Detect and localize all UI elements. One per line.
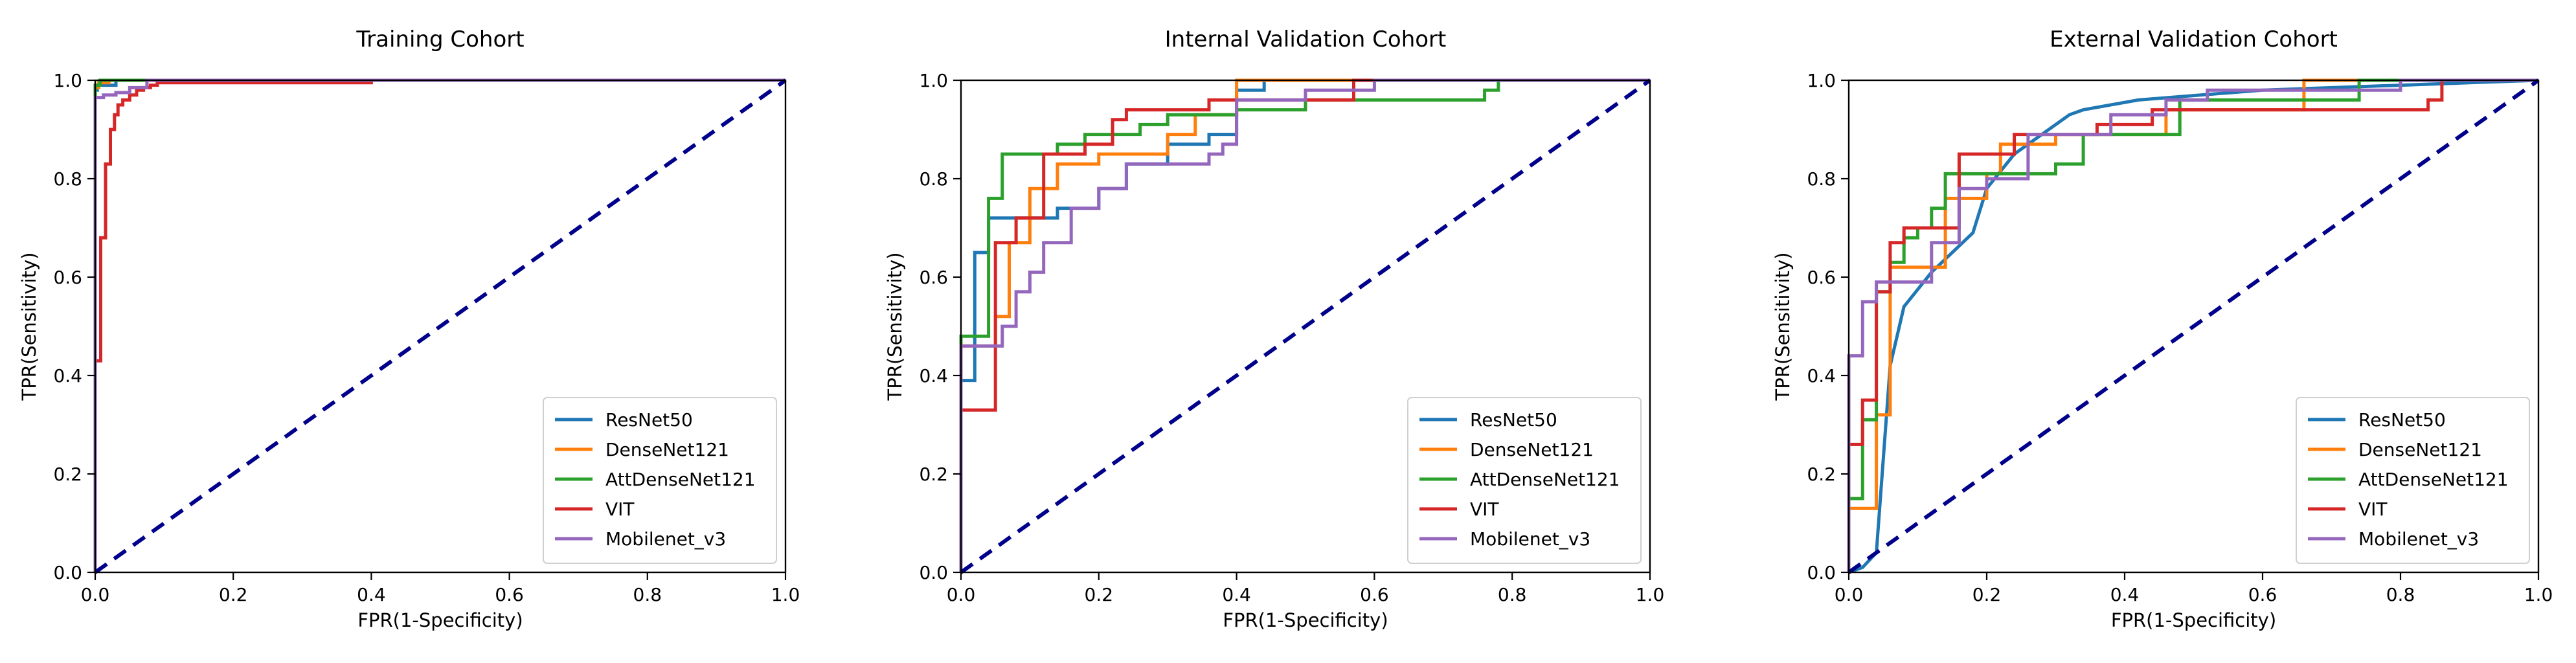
legend-box — [2296, 397, 2530, 564]
legend-label: AttDenseNet121 — [2358, 469, 2509, 490]
chart-title: Training Cohort — [356, 27, 524, 52]
y-tick-label: 0.4 — [919, 365, 948, 387]
y-axis-label: TPR(Sensitivity) — [884, 253, 906, 401]
x-tick-label: 0.6 — [2248, 584, 2277, 605]
series-group — [1847, 78, 2539, 574]
roc-line-vit — [93, 78, 785, 572]
legend-label: DenseNet121 — [605, 439, 729, 460]
y-tick-label: 0.2 — [1807, 464, 1836, 485]
legend-label: AttDenseNet121 — [1470, 469, 1620, 490]
legend-label: ResNet50 — [2358, 409, 2446, 431]
legend-label: VIT — [2358, 499, 2388, 520]
x-tick-label: 0.8 — [2386, 584, 2415, 605]
legend-box — [543, 397, 777, 564]
x-tick-label: 0.0 — [947, 584, 976, 605]
y-tick-label: 0.8 — [53, 168, 82, 190]
x-tick-label: 0.4 — [1222, 584, 1251, 605]
chance-diagonal-line — [1847, 78, 2540, 574]
x-tick-label: 0.8 — [1498, 584, 1527, 605]
legend-label: DenseNet121 — [2358, 439, 2482, 460]
roc-line-resnet50 — [1848, 78, 2539, 574]
chart-title: External Validation Cohort — [2050, 27, 2338, 52]
x-axis-label: FPR(1-Specificity) — [1223, 609, 1388, 631]
legend: ResNet50 DenseNet121 AttDenseNet121 VIT Mobi… — [2296, 397, 2530, 564]
y-tick-label: 0.4 — [53, 365, 82, 387]
x-tick-label: 1.0 — [771, 584, 800, 605]
x-axis-label: FPR(1-Specificity) — [357, 609, 523, 631]
roc-line-vit — [959, 78, 1650, 572]
x-tick-label: 0.4 — [2110, 584, 2140, 605]
y-tick-label: 0.2 — [53, 464, 82, 485]
legend-label: Mobilenet_v3 — [605, 528, 726, 550]
x-tick-label: 0.0 — [81, 584, 110, 605]
y-tick-label: 1.0 — [1807, 70, 1836, 91]
x-tick-label: 0.0 — [1835, 584, 1864, 605]
y-axis-label: TPR(Sensitivity) — [1772, 253, 1794, 401]
legend: ResNet50 DenseNet121 AttDenseNet121 VIT Mobi… — [1407, 397, 1642, 564]
chart-panel-3: External Validation Cohort 0.0 0.2 0.4 0.6 0.… — [1772, 27, 2553, 631]
y-tick-label: 0.4 — [1807, 365, 1836, 387]
chance-diagonal-line — [960, 78, 1651, 574]
y-tick-label: 0.0 — [1807, 562, 1836, 583]
plot-frame — [960, 79, 1651, 574]
roc-line-mobilenet-v3 — [93, 78, 785, 572]
x-tick-label: 1.0 — [1636, 584, 1665, 605]
legend-label: DenseNet121 — [1470, 439, 1594, 460]
legend-label: VIT — [1470, 499, 1499, 520]
y-tick-label: 0.6 — [919, 267, 948, 288]
chance-diagonal-line — [94, 78, 787, 574]
chart-panel-1: Training Cohort 0.0 0.2 0.4 0.6 0.8 1.0 0.0 0.2 0… — [18, 27, 800, 631]
chart-panel-2: Internal Validation Cohort 0.0 0.2 0.4 0.6 0.… — [884, 27, 1664, 631]
plot-frame — [1847, 79, 2540, 574]
legend-label: Mobilenet_v3 — [1470, 528, 1590, 550]
roc-line-attdensenet121 — [959, 78, 1650, 572]
y-tick-label: 0.0 — [53, 562, 82, 583]
legend-label: ResNet50 — [605, 409, 693, 431]
legend: ResNet50 DenseNet121 AttDenseNet121 VIT Mobi… — [543, 397, 777, 564]
legend-label: Mobilenet_v3 — [2358, 528, 2479, 550]
legend-label: VIT — [605, 499, 635, 520]
y-axis-label: TPR(Sensitivity) — [18, 253, 40, 401]
x-tick-label: 0.2 — [1085, 584, 1114, 605]
y-tick-label: 0.6 — [53, 267, 82, 288]
legend-label: ResNet50 — [1470, 409, 1557, 431]
y-tick-label: 0.8 — [1807, 168, 1836, 190]
x-tick-label: 0.8 — [633, 584, 662, 605]
y-tick-label: 0.0 — [919, 562, 948, 583]
y-tick-label: 0.8 — [919, 168, 948, 190]
series-group — [959, 78, 1650, 572]
roc-line-vit — [1847, 78, 2538, 572]
legend-box — [1407, 397, 1642, 564]
roc-line-mobilenet-v3 — [959, 78, 1650, 572]
x-tick-label: 0.2 — [1972, 584, 2002, 605]
y-tick-label: 1.0 — [919, 70, 948, 91]
roc-line-mobilenet-v3 — [1847, 78, 2538, 572]
y-tick-label: 0.6 — [1807, 267, 1836, 288]
x-tick-label: 0.6 — [1360, 584, 1389, 605]
legend-label: AttDenseNet121 — [605, 469, 756, 490]
y-tick-label: 1.0 — [53, 70, 82, 91]
chart-title: Internal Validation Cohort — [1165, 27, 1447, 52]
y-tick-label: 0.2 — [919, 464, 948, 485]
x-tick-label: 0.4 — [357, 584, 386, 605]
x-axis-label: FPR(1-Specificity) — [2111, 609, 2276, 631]
x-tick-label: 1.0 — [2524, 584, 2553, 605]
plot-frame — [94, 79, 787, 574]
x-tick-label: 0.6 — [495, 584, 524, 605]
x-tick-label: 0.2 — [219, 584, 248, 605]
